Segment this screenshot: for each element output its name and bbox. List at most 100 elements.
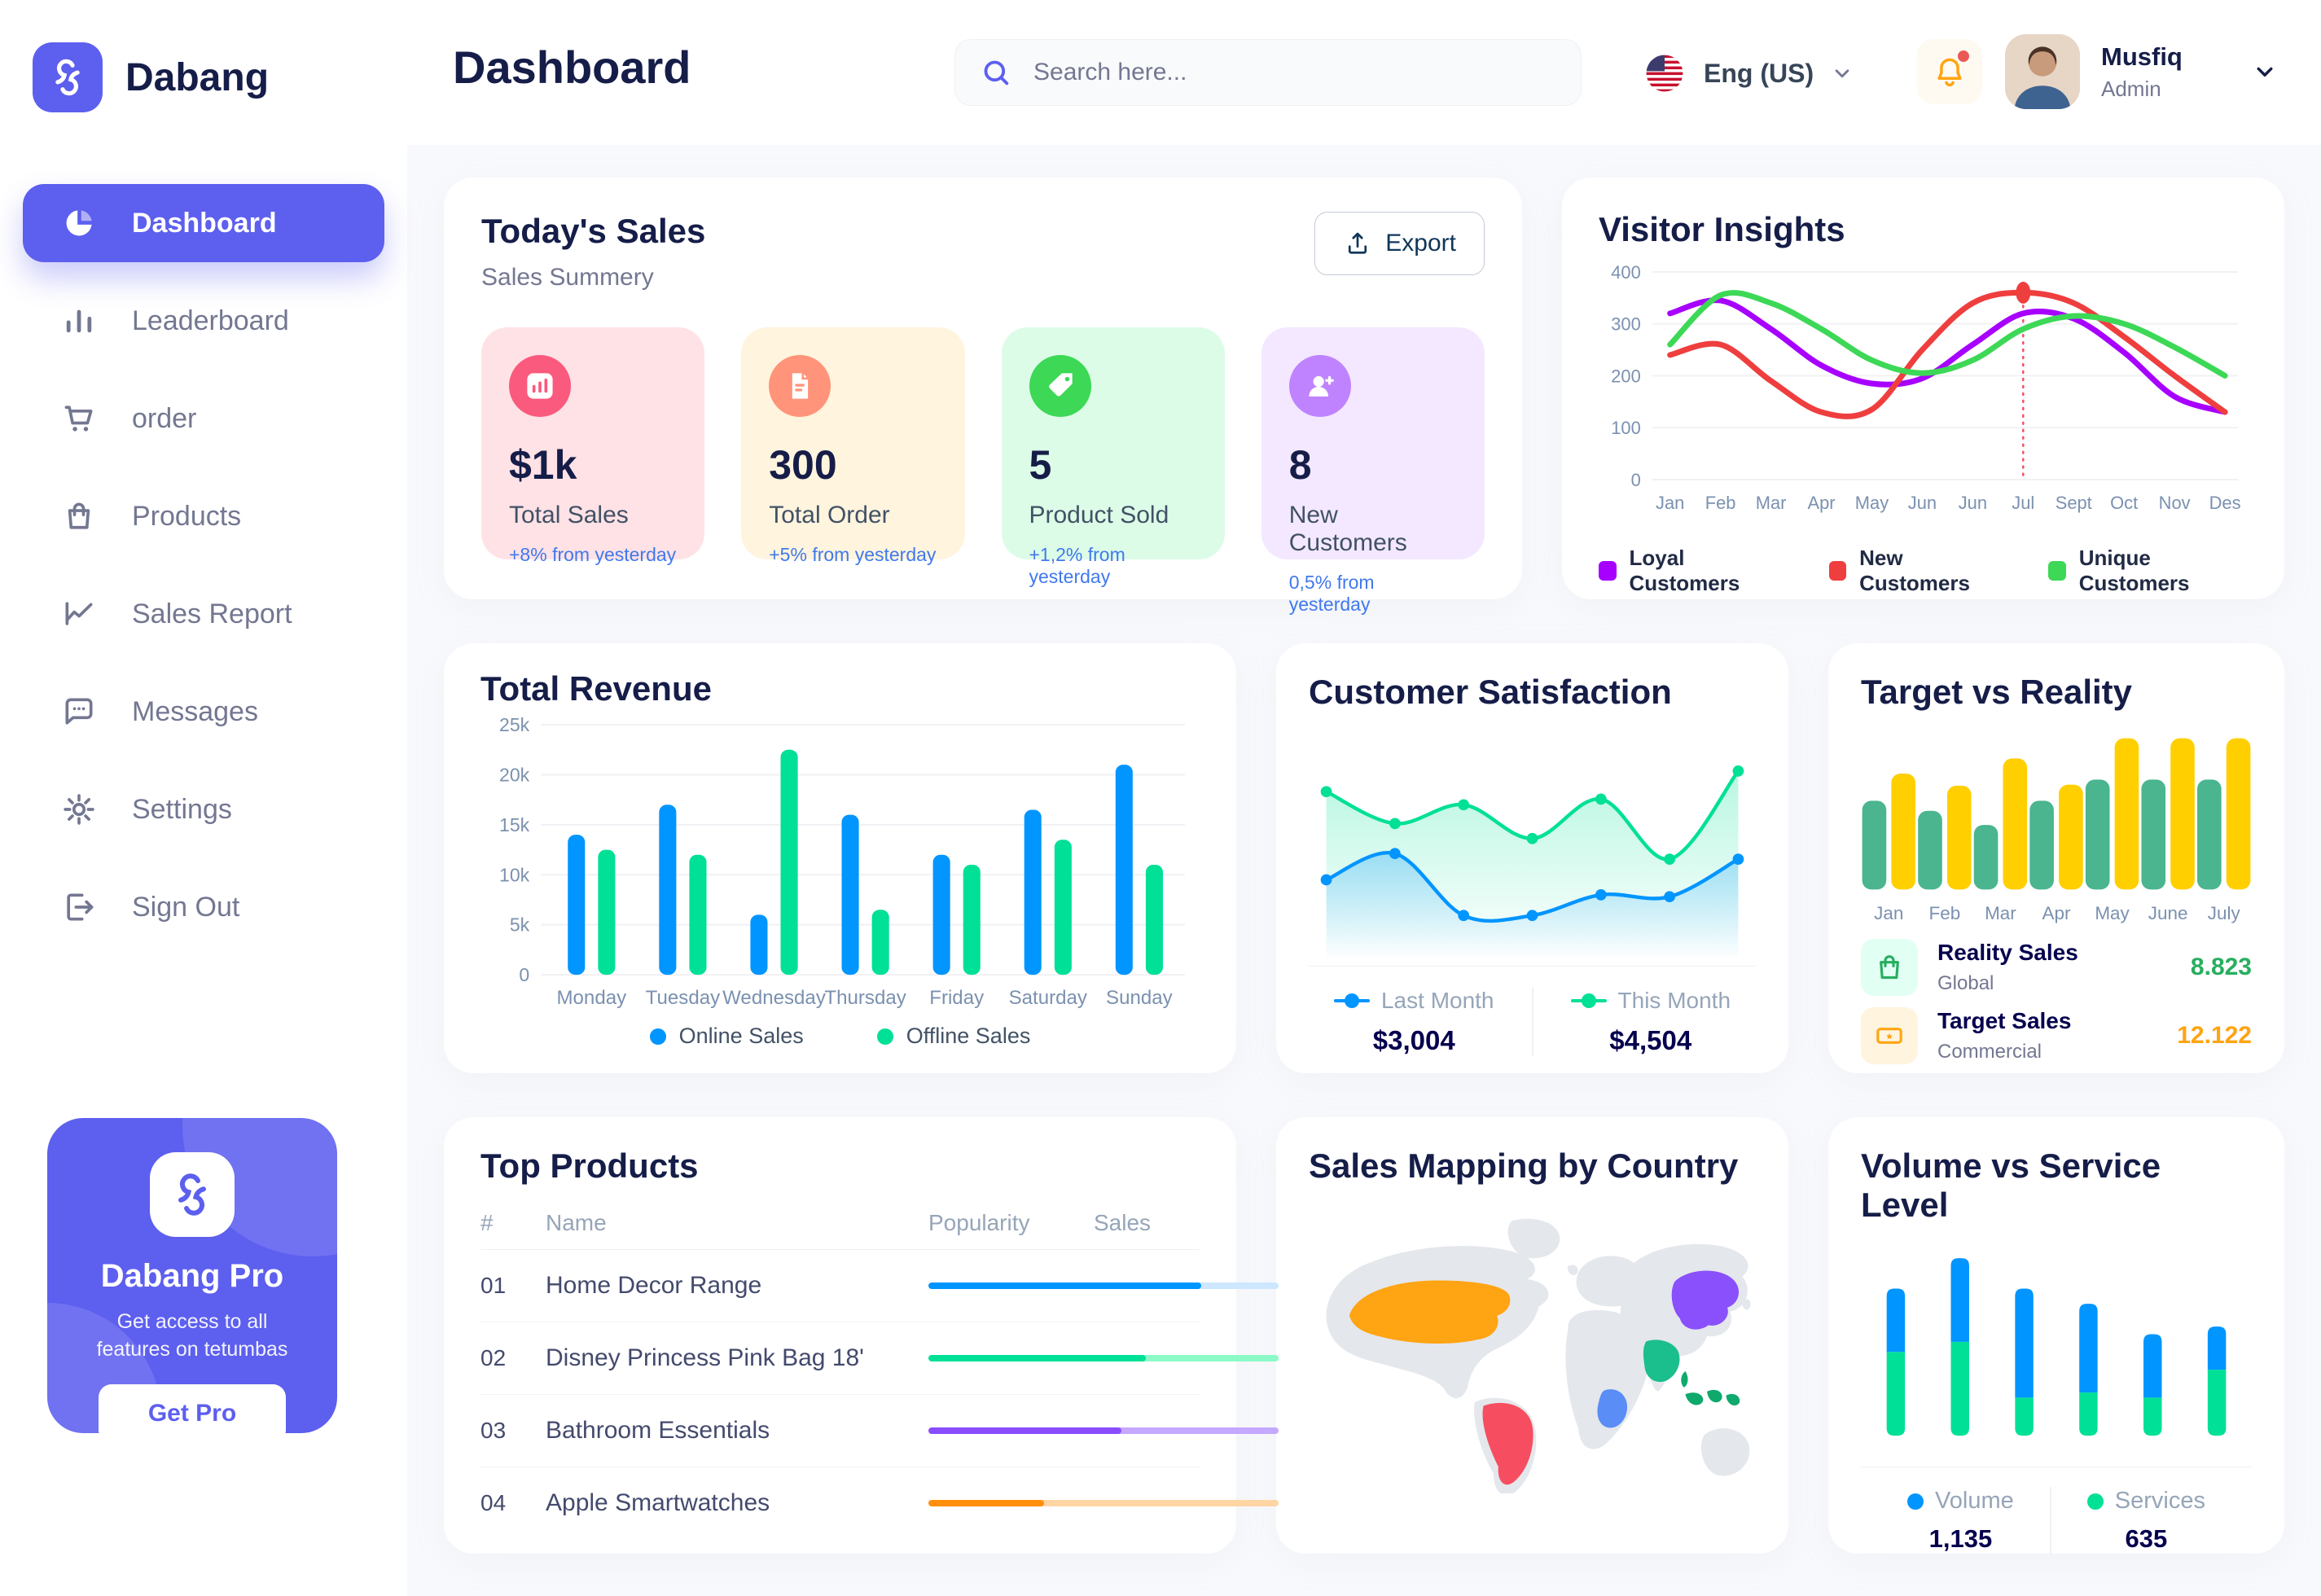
page-title: Dashboard	[453, 42, 691, 93]
svg-text:0: 0	[519, 964, 529, 985]
svg-text:Jun: Jun	[1908, 493, 1937, 513]
table-row[interactable]: 02 Disney Princess Pink Bag 18' 29%	[480, 1322, 1357, 1395]
svg-text:May: May	[2095, 903, 2130, 923]
svg-text:25k: 25k	[499, 714, 530, 735]
visitor-insights-chart: 0 100 200 300 400 Jan Feb Mar Apr May Jun Jun Jul Sep…	[1611, 262, 2240, 513]
svg-text:Jan: Jan	[1874, 903, 1903, 923]
bag-icon	[1861, 939, 1918, 997]
search-bar	[954, 39, 1582, 106]
profile-menu[interactable]: Musfiq Admin	[2005, 34, 2279, 109]
sidebar-item-messages[interactable]: Messages	[23, 673, 384, 751]
col-header-popularity: Popularity	[928, 1210, 1030, 1235]
continent-africa	[1565, 1309, 1651, 1449]
volume-service-chart	[1886, 1258, 2227, 1436]
target-sales-row: Target Sales Commercial 12.122	[1861, 1007, 2252, 1065]
island-uk	[1567, 1265, 1578, 1275]
country-dr-congo	[1597, 1389, 1628, 1428]
todays-sales-card: Today's Sales Sales Summery Export $1k T…	[444, 178, 1522, 615]
total-revenue-title: Total Revenue	[480, 669, 712, 708]
stat-label: Total Order	[769, 502, 890, 528]
total-revenue-card: Total Revenue 0 5k 10k 15k 20k 25k Monday Tuesd…	[444, 643, 1236, 1073]
get-pro-button[interactable]: Get Pro	[99, 1384, 286, 1433]
world-map	[1326, 1218, 1751, 1493]
legend-subtitle: Commercial	[1937, 1041, 2042, 1063]
product-name: Home Decor Range	[546, 1272, 762, 1299]
bell-icon	[1937, 58, 1962, 87]
svg-text:300: 300	[1611, 314, 1641, 335]
legend-dot	[1907, 1493, 1924, 1510]
sidebar-item-label: Dashboard	[132, 207, 277, 239]
stat-card-total-order[interactable]: 300 Total Order +5% from yesterday	[741, 327, 965, 565]
svg-text:200: 200	[1611, 366, 1641, 386]
legend-swatch	[1828, 560, 1847, 581]
legend-value: 1,135	[1928, 1524, 1993, 1554]
language-label: Eng (US)	[1704, 58, 1814, 88]
table-row[interactable]: 04 Apple Smartwatches 25%	[480, 1467, 1357, 1539]
us-flag-icon	[1642, 50, 1687, 96]
product-num: 01	[480, 1273, 507, 1298]
table-row[interactable]: 03 Bathroom Essentials 18%	[480, 1395, 1357, 1467]
top-products-title: Top Products	[480, 1147, 699, 1185]
export-button[interactable]: Export	[1314, 212, 1485, 275]
sidebar-item-leaderboard[interactable]: Leaderboard	[23, 282, 384, 360]
col-header-name: Name	[546, 1210, 607, 1235]
country-united-states	[1349, 1280, 1511, 1344]
user-name: Musfiq	[2101, 42, 2183, 71]
country-indonesia	[1681, 1370, 1740, 1406]
legend-swatch	[1599, 560, 1617, 581]
header: Dashboard Eng (US)	[407, 0, 2321, 145]
stat-value: 300	[769, 442, 837, 488]
sidebar-item-dashboard[interactable]: Dashboard	[23, 184, 384, 262]
stat-value: $1k	[509, 442, 577, 488]
volume-service-title: Volume vs Service Level	[1861, 1147, 2161, 1224]
legend-dot	[649, 1028, 666, 1045]
legend-swatch	[2048, 560, 2066, 581]
svg-text:Apr: Apr	[2042, 903, 2071, 923]
stat-value: 5	[1029, 442, 1052, 488]
svg-text:Mar: Mar	[1985, 903, 2016, 923]
svg-text:Nov: Nov	[2159, 493, 2191, 513]
legend-label: Online Sales	[678, 1024, 804, 1049]
product-name: Disney Princess Pink Bag 18'	[546, 1344, 864, 1371]
legend-subtitle: Global	[1937, 972, 1994, 995]
svg-text:Jun: Jun	[1959, 493, 1987, 513]
stat-card-total-sales[interactable]: $1k Total Sales +8% from yesterday	[481, 327, 705, 565]
product-name: Apple Smartwatches	[546, 1489, 770, 1516]
sign-out-icon	[60, 888, 98, 926]
pie-chart-icon	[60, 204, 98, 242]
sidebar-item-label: Sales Report	[132, 598, 292, 629]
sales-mapping-title: Sales Mapping by Country	[1309, 1147, 1739, 1185]
search-icon	[984, 60, 1009, 86]
stat-delta: 0,5% from yesterday	[1288, 572, 1375, 615]
continent-greenland	[1507, 1218, 1560, 1259]
sidebar-item-settings[interactable]: Settings	[23, 770, 384, 848]
line-chart-icon	[60, 595, 98, 633]
user-info: Musfiq Admin	[2101, 42, 2183, 102]
product-num: 04	[480, 1490, 507, 1515]
stat-card-new-customers[interactable]: 8 New Customers 0,5% from yesterday	[1261, 327, 1485, 615]
popularity-bar	[928, 1282, 1279, 1289]
svg-text:Feb: Feb	[1929, 903, 1961, 923]
sidebar-item-sign-out[interactable]: Sign Out	[23, 868, 384, 946]
sidebar-item-label: order	[132, 402, 197, 434]
stat-card-product-sold[interactable]: 5 Product Sold +1,2% from yesterday	[1001, 327, 1225, 587]
customer-satisfaction-chart	[1320, 765, 1744, 960]
search-input[interactable]	[1032, 58, 1556, 87]
divider	[2049, 1486, 2051, 1555]
popularity-bar	[928, 1500, 1279, 1506]
chevron-down-icon	[2257, 67, 2273, 77]
legend-label: Loyal Customers	[1629, 545, 1740, 595]
brand[interactable]: Dabang	[0, 0, 407, 112]
legend-dot	[2086, 1493, 2104, 1510]
language-selector[interactable]: Eng (US)	[1642, 42, 1854, 104]
country-china	[1671, 1270, 1740, 1330]
notifications-button[interactable]	[1917, 39, 1982, 104]
legend-value: $3,004	[1372, 1025, 1455, 1056]
sidebar-item-sales-report[interactable]: Sales Report	[23, 575, 384, 653]
sidebar-item-order[interactable]: order	[23, 379, 384, 458]
table-row[interactable]: 01 Home Decor Range 45%	[480, 1250, 1357, 1322]
country-brazil	[1482, 1402, 1533, 1485]
svg-text:Wednesday: Wednesday	[722, 987, 826, 1009]
sidebar-item-products[interactable]: Products	[23, 477, 384, 555]
volume-service-legend: Volume 1,135 Services 635	[1861, 1486, 2252, 1555]
